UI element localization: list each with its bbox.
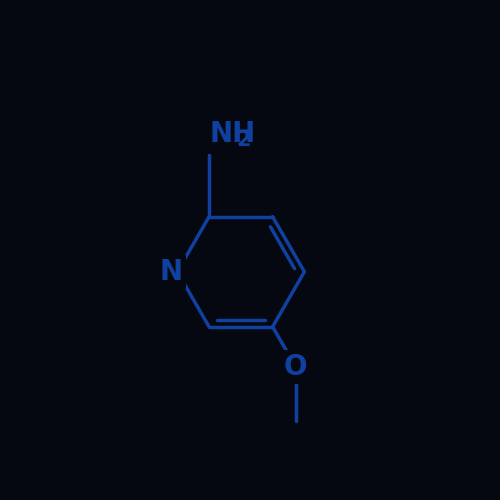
Text: 2: 2 bbox=[237, 130, 252, 150]
Text: N: N bbox=[160, 258, 183, 286]
Text: NH: NH bbox=[209, 120, 256, 148]
Text: O: O bbox=[284, 353, 308, 381]
